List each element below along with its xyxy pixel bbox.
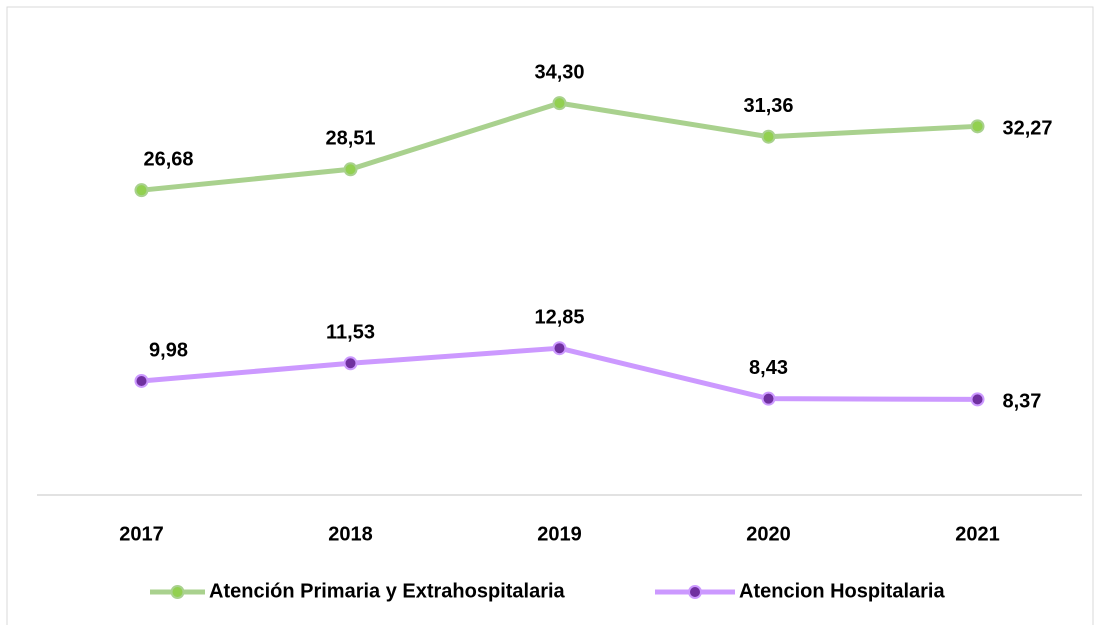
x-tick-label: 2021 [955,523,1000,545]
data-label: 9,98 [149,339,188,361]
x-tick-label: 2018 [328,523,373,545]
data-label: 8,43 [749,357,788,379]
marker [343,356,358,371]
legend-marker [170,585,185,599]
data-label: 34,30 [534,61,584,83]
data-label: 12,85 [534,306,584,328]
data-label: 32,27 [1003,118,1053,140]
data-label: 26,68 [143,148,193,170]
x-tick-label: 2020 [746,523,791,545]
legend-label: Atencion Hospitalaria [739,580,945,602]
marker [761,129,776,144]
marker [552,341,567,356]
marker [134,183,149,198]
data-label: 8,37 [1003,391,1042,413]
data-label: 28,51 [325,128,375,150]
x-tick-label: 2017 [119,523,164,545]
marker [761,391,776,406]
data-label: 11,53 [326,322,375,344]
x-tick-label: 2019 [537,523,582,545]
marker [970,119,985,134]
marker [552,96,567,111]
data-label: 31,36 [743,95,793,117]
marker [134,373,149,388]
legend-label: Atención Primaria y Extrahospitalaria [209,580,566,602]
marker [970,392,985,407]
marker [343,162,358,177]
chart-frame [6,6,1094,625]
legend-marker [688,585,702,599]
